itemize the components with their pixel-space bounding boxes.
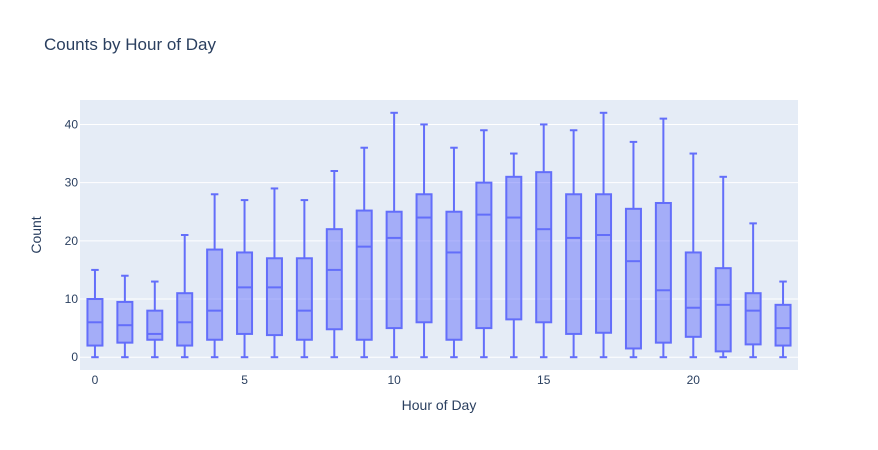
y-tick-label: 0 — [71, 350, 78, 364]
iqr-box — [595, 193, 613, 334]
x-tick-label: 10 — [387, 373, 401, 387]
box-18 — [624, 140, 642, 359]
box-13 — [475, 129, 493, 359]
iqr-box — [385, 210, 403, 330]
x-tick-label: 0 — [92, 373, 99, 387]
box-21 — [714, 175, 732, 359]
box-17 — [595, 111, 613, 359]
grid-lines — [80, 123, 798, 358]
iqr-box — [744, 292, 762, 346]
box-1 — [116, 274, 134, 359]
box-15 — [535, 123, 553, 359]
box-20 — [684, 152, 702, 359]
box-23 — [774, 280, 792, 359]
iqr-box — [355, 209, 373, 341]
iqr-box — [236, 251, 254, 335]
y-tick-label: 40 — [65, 117, 79, 131]
box-14 — [505, 152, 523, 359]
iqr-box — [445, 210, 463, 341]
iqr-box — [654, 201, 672, 344]
box-8 — [325, 169, 343, 359]
iqr-box — [535, 171, 553, 324]
y-tick-label: 10 — [65, 292, 79, 306]
box-7 — [295, 199, 313, 359]
box-2 — [146, 280, 164, 359]
x-axis-title: Hour of Day — [402, 397, 477, 413]
iqr-box — [714, 267, 732, 353]
box-16 — [565, 129, 583, 359]
box-19 — [654, 117, 672, 359]
iqr-box — [565, 193, 583, 335]
iqr-box — [176, 292, 194, 347]
iqr-box — [146, 309, 164, 341]
box-3 — [176, 234, 194, 359]
iqr-box — [116, 300, 134, 344]
iqr-box — [325, 228, 343, 331]
y-tick-label: 30 — [65, 176, 79, 190]
plot-area — [80, 100, 798, 370]
box-12 — [445, 146, 463, 359]
iqr-box — [265, 257, 283, 337]
iqr-box — [774, 303, 792, 347]
x-tick-label: 20 — [687, 373, 701, 387]
chart-title: Counts by Hour of Day — [44, 35, 216, 54]
x-tick-label: 5 — [241, 373, 248, 387]
box-10 — [385, 111, 403, 359]
x-axis-ticks: 0 5 10 15 20 — [92, 373, 701, 387]
boxes-group — [86, 111, 792, 359]
iqr-box — [475, 181, 493, 330]
box-11 — [415, 123, 433, 359]
iqr-box — [415, 193, 433, 324]
box-0 — [86, 268, 104, 359]
box-22 — [744, 222, 762, 359]
box-4 — [206, 193, 224, 359]
box-6 — [265, 187, 283, 359]
iqr-box — [624, 207, 642, 350]
y-axis-title: Count — [28, 216, 44, 253]
box-5 — [236, 199, 254, 359]
x-tick-label: 15 — [537, 373, 551, 387]
y-axis-ticks: 0 10 20 30 40 — [65, 117, 79, 364]
box-9 — [355, 146, 373, 359]
iqr-box — [206, 248, 224, 341]
iqr-box — [684, 251, 702, 338]
iqr-box — [295, 257, 313, 341]
iqr-box — [505, 175, 523, 321]
y-tick-label: 20 — [65, 234, 79, 248]
